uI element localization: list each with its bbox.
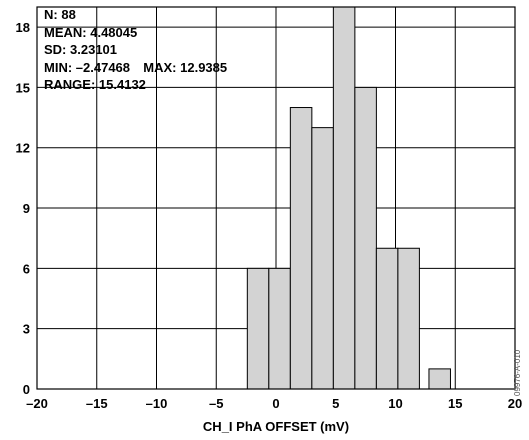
x-tick-label: –10: [146, 396, 168, 411]
y-tick-label: 12: [16, 141, 30, 156]
histogram-bar: [354, 86, 377, 390]
stat-sd-label: SD:: [44, 42, 67, 57]
stat-max-value: 12.9385: [180, 59, 228, 75]
histogram-bar: [428, 368, 451, 390]
stat-min-value: –2.47468: [75, 59, 131, 75]
x-axis-label: CH_I PhA OFFSET (mV): [203, 419, 349, 434]
y-tick-label: 15: [16, 80, 30, 95]
stat-n: N: 88: [44, 6, 264, 24]
x-tick-label: 5: [332, 396, 339, 411]
stat-sd-value: 3.23101: [70, 42, 118, 57]
stat-n-label: N:: [44, 7, 58, 22]
x-tick-label: –20: [26, 396, 48, 411]
x-tick-label: –5: [209, 396, 223, 411]
x-tick-label: –15: [86, 396, 108, 411]
y-tick-label: 6: [23, 261, 30, 276]
y-tick-label: 9: [23, 201, 30, 216]
x-tick-label: 0: [272, 396, 279, 411]
stat-mean: MEAN: 4.48045: [44, 24, 264, 42]
figure-code: 09976-A-010: [513, 349, 522, 396]
y-tick-label: 0: [23, 382, 30, 397]
stat-min-label: MIN:: [44, 59, 73, 75]
y-tick-label: 18: [16, 20, 30, 35]
axes: [36, 6, 516, 390]
x-tick-label: 10: [388, 396, 402, 411]
stat-min-max: MIN: –2.47468 MAX: 12.9385: [44, 59, 264, 77]
histogram-bar: [332, 6, 356, 390]
stat-max-label: MAX:: [143, 59, 177, 75]
stat-n-value: 88: [61, 7, 76, 22]
stat-range: RANGE: 15.4132: [44, 76, 264, 94]
histogram-bar: [375, 247, 399, 390]
histogram-bar: [289, 107, 313, 390]
x-tick-label: 20: [508, 396, 522, 411]
x-tick-labels: –20 –15 –10 –5 0 5 10 15 20: [26, 396, 522, 411]
stat-range-label: RANGE:: [44, 77, 96, 92]
y-tick-label: 3: [23, 322, 30, 337]
plot-frame: [36, 6, 516, 390]
stat-range-value: 15.4132: [98, 77, 146, 92]
statistics-box: N: 88 MEAN: 4.48045 SD: 3.23101 MIN: –2.…: [44, 6, 264, 94]
stat-mean-label: MEAN:: [44, 24, 87, 40]
histogram-bar: [268, 267, 291, 390]
x-tick-label: 15: [448, 396, 462, 411]
histogram-bar: [311, 127, 334, 390]
histogram-bar: [246, 267, 270, 390]
y-tick-labels: 0 3 6 9 12 15 18: [16, 20, 30, 397]
histogram-bars: [246, 6, 451, 390]
histogram-bar: [397, 247, 420, 390]
stat-sd: SD: 3.23101: [44, 41, 264, 59]
stat-mean-value: 4.48045: [90, 24, 138, 40]
